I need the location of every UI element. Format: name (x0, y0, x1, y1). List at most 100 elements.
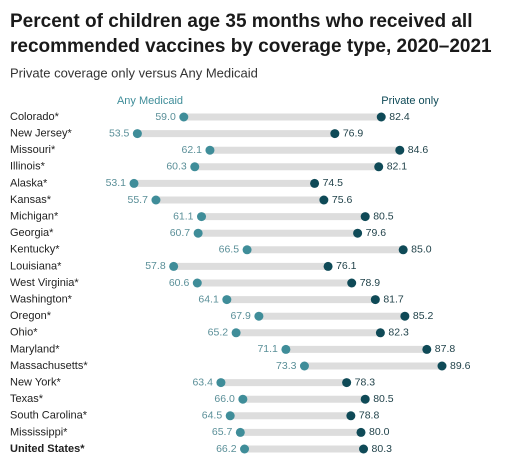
value-label: 60.6 (169, 277, 190, 289)
value-label: 64.5 (202, 410, 223, 422)
row-label: New York* (10, 377, 61, 389)
value-label: 82.3 (388, 327, 409, 339)
value-label: 79.6 (366, 227, 387, 239)
row-label: Massachusetts* (10, 360, 88, 372)
dot (240, 444, 250, 454)
row-label: Missouri* (10, 144, 56, 156)
row-label: Texas* (10, 393, 44, 405)
value-label: 85.2 (413, 310, 434, 322)
value-label: 66.5 (219, 244, 240, 256)
value-label: 63.4 (192, 376, 213, 388)
value-label: 82.1 (387, 161, 408, 173)
dot (347, 278, 357, 288)
dot (360, 394, 370, 404)
dot (330, 129, 340, 139)
row-label: Alaska* (10, 177, 48, 189)
chart-title: recommended vaccines by coverage type, 2… (10, 36, 492, 57)
dot (225, 411, 235, 421)
value-label: 60.7 (170, 227, 191, 239)
row-label: Louisiana* (10, 260, 62, 272)
dot (281, 344, 291, 354)
dot (190, 162, 200, 172)
row-label: Maryland* (10, 343, 60, 355)
row-label: Ohio* (10, 327, 38, 339)
legend-label: Any Medicaid (117, 95, 183, 107)
dot (193, 228, 203, 238)
value-label: 74.5 (323, 177, 344, 189)
row-label: Oregon* (10, 310, 52, 322)
dot (360, 212, 370, 222)
value-label: 73.3 (276, 360, 297, 372)
dot (342, 378, 352, 388)
dot (197, 212, 207, 222)
dot (376, 112, 386, 122)
dot (395, 145, 405, 155)
dot (129, 178, 139, 188)
value-label: 53.5 (109, 127, 130, 139)
dot (242, 245, 252, 255)
value-label: 76.9 (343, 127, 364, 139)
dot (231, 328, 241, 338)
dot (374, 162, 384, 172)
value-label: 66.2 (216, 443, 237, 455)
dot (310, 178, 320, 188)
value-label: 87.8 (435, 343, 456, 355)
value-label: 76.1 (336, 260, 357, 272)
value-label: 71.1 (257, 343, 278, 355)
value-label: 80.3 (372, 443, 393, 455)
dot (216, 378, 226, 388)
row-label: South Carolina* (10, 410, 88, 422)
dot (375, 328, 385, 338)
value-label: 57.8 (145, 260, 166, 272)
legend-label: Private only (381, 95, 439, 107)
value-label: 66.0 (214, 393, 235, 405)
row-label: New Jersey* (10, 128, 72, 140)
row-label: Michigan* (10, 211, 59, 223)
dot (222, 295, 232, 305)
value-label: 80.5 (373, 210, 394, 222)
value-label: 61.1 (173, 210, 194, 222)
dot (151, 195, 161, 205)
dot (132, 129, 142, 139)
row-label: Georgia* (10, 227, 54, 239)
value-label: 89.6 (450, 360, 471, 372)
dot (400, 311, 410, 321)
dot (398, 245, 408, 255)
value-label: 80.0 (369, 426, 390, 438)
dot (356, 427, 366, 437)
value-label: 78.3 (355, 376, 376, 388)
row-label: United States* (10, 443, 85, 455)
dot (205, 145, 215, 155)
row-label: Kentucky* (10, 244, 60, 256)
value-label: 65.2 (208, 327, 229, 339)
chart-subtitle: Private coverage only versus Any Medicai… (10, 65, 258, 80)
dot (359, 444, 369, 454)
dot (353, 228, 363, 238)
chart-title: Percent of children age 35 months who re… (10, 11, 472, 32)
dot (192, 278, 202, 288)
dot (299, 361, 309, 371)
dot (179, 112, 189, 122)
row-label: Mississippi* (10, 426, 68, 438)
dot (235, 427, 245, 437)
value-label: 53.1 (106, 177, 127, 189)
value-label: 62.1 (182, 144, 203, 156)
value-label: 75.6 (332, 194, 353, 206)
value-label: 80.5 (373, 393, 394, 405)
value-label: 67.9 (230, 310, 251, 322)
value-label: 81.7 (383, 293, 404, 305)
dot (370, 295, 380, 305)
value-label: 55.7 (128, 194, 149, 206)
dot (254, 311, 264, 321)
dot (437, 361, 447, 371)
value-label: 85.0 (411, 244, 432, 256)
value-label: 78.8 (359, 410, 380, 422)
value-label: 59.0 (155, 111, 176, 123)
row-label: Kansas* (10, 194, 52, 206)
row-label: Colorado* (10, 111, 60, 123)
value-label: 84.6 (408, 144, 429, 156)
row-label: West Virginia* (10, 277, 79, 289)
row-label: Washington* (10, 294, 73, 306)
value-label: 64.1 (198, 293, 219, 305)
